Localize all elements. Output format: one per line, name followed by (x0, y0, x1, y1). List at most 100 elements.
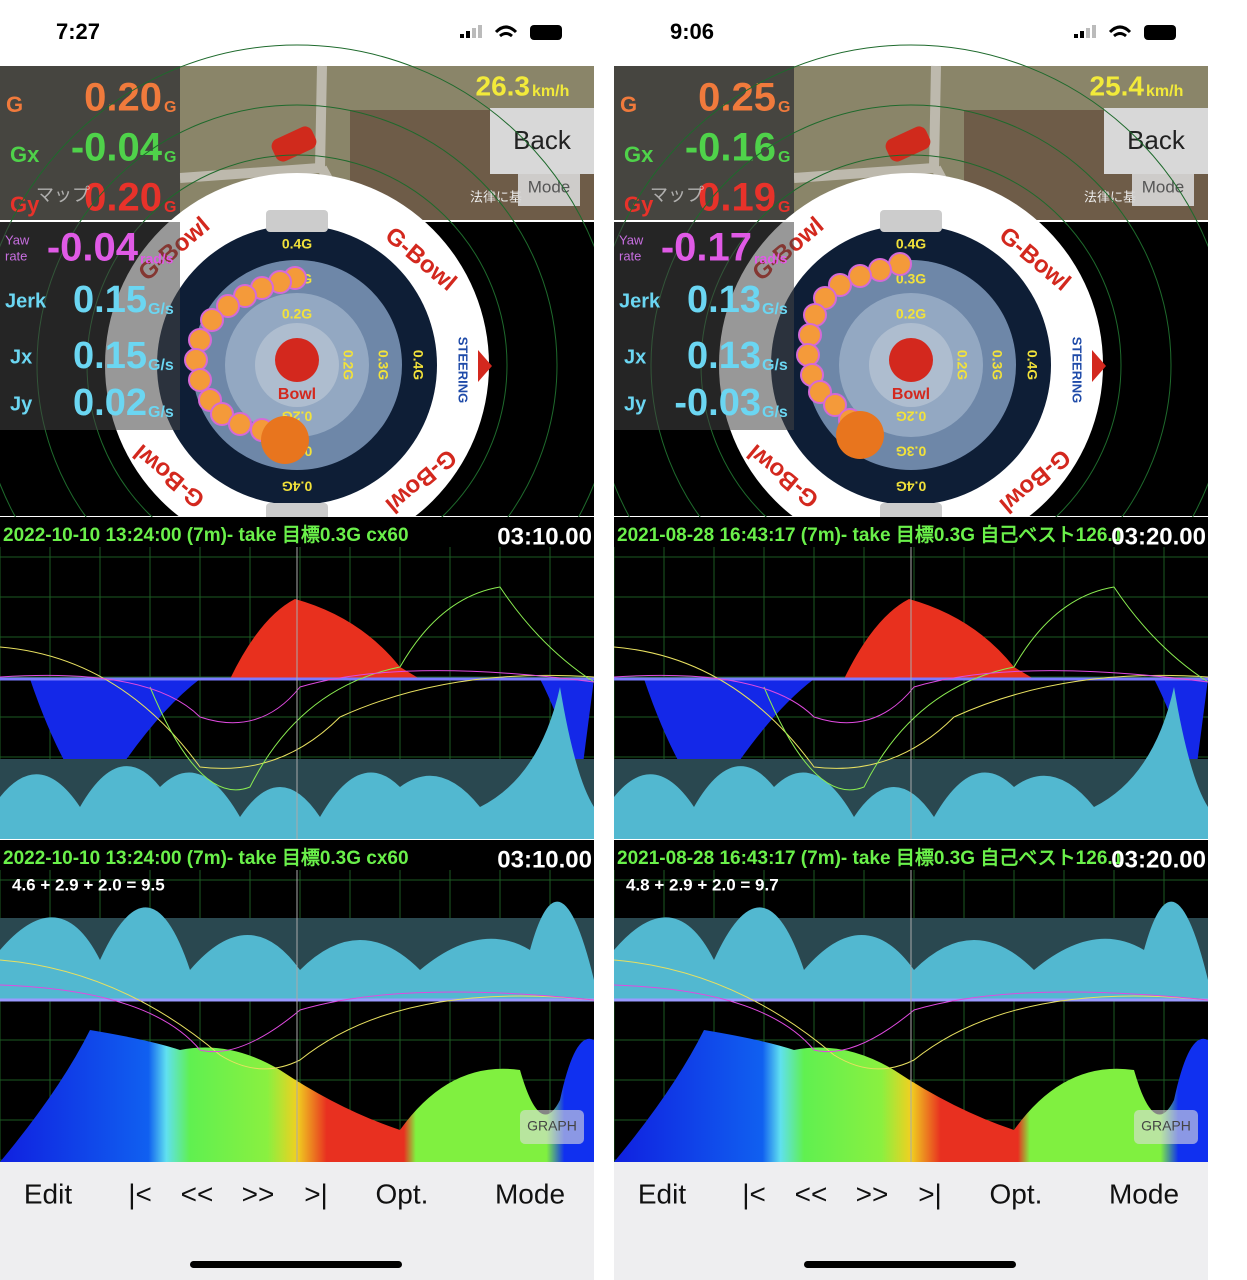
graph-button[interactable] (1134, 1110, 1198, 1144)
toolbar-button[interactable]: Mode (1109, 1178, 1179, 1209)
mode-button-label[interactable]: Mode (528, 177, 571, 196)
graph-header: 2021-08-28 16:43:17 (7m)- take 目標0.3G 自己… (617, 846, 1124, 869)
graph-button-label[interactable]: GRAPH (527, 1118, 577, 1134)
graph-time: 03:10.00 (497, 846, 592, 873)
yaw-label: rate (619, 248, 641, 263)
yaw-unit: rad/s (754, 251, 788, 267)
g-value: -0.16 (685, 126, 776, 170)
mode-button[interactable] (518, 174, 580, 206)
trail-dot (828, 273, 852, 297)
signal-bar (466, 31, 470, 38)
bowl-ring-label: 0.4G (282, 236, 312, 252)
g-unit: G (164, 149, 176, 166)
toolbar-button[interactable]: << (181, 1178, 214, 1209)
g-value: 0.19 (698, 176, 776, 220)
toolbar-button[interactable]: << (795, 1178, 828, 1209)
toolbar-button[interactable]: >| (304, 1178, 328, 1209)
trail-dot (188, 328, 212, 352)
graph-line (0, 646, 594, 769)
trail-dot (808, 380, 832, 404)
back-button-label[interactable]: Back (1127, 125, 1186, 155)
g-label: Gx (10, 142, 40, 167)
status-time: 7:27 (56, 19, 100, 44)
toolbar-button[interactable]: Edit (638, 1178, 686, 1209)
trail-dot (184, 348, 208, 372)
jerk-overlay (614, 222, 794, 430)
jerk-value: 0.13 (687, 279, 761, 321)
mode-button-label[interactable]: Mode (1142, 177, 1185, 196)
toolbar-button[interactable]: >> (856, 1178, 889, 1209)
jerk-unit: G/s (762, 404, 788, 421)
graph-area-cyan (0, 687, 594, 839)
toolbar-button[interactable]: Opt. (990, 1178, 1043, 1209)
bowl-ring-label: 0.2G (282, 306, 312, 322)
graph-button[interactable] (520, 1110, 584, 1144)
toolbar (0, 1162, 594, 1280)
toolbar-button[interactable]: |< (128, 1178, 152, 1209)
toolbar-button[interactable]: >> (242, 1178, 275, 1209)
trail-dot (216, 294, 240, 318)
trail-dot (803, 303, 827, 327)
signal-bar (1092, 25, 1096, 38)
signal-bar (472, 28, 476, 38)
graph-line (0, 984, 594, 1053)
jerk-label: Jx (624, 346, 646, 368)
handle[interactable] (880, 210, 942, 232)
graph-line (0, 670, 594, 724)
yaw-label: Yaw (619, 232, 644, 247)
mode-button[interactable] (1132, 174, 1194, 206)
map-label: マップ (36, 185, 90, 205)
battery (530, 25, 562, 40)
bowl-center-label: Bowl (278, 386, 316, 403)
back-button-label[interactable]: Back (513, 125, 572, 155)
steering-label: STEERING (1070, 337, 1085, 403)
bowl-ring-label: 0.4G (410, 350, 426, 380)
back-button[interactable] (1104, 108, 1208, 174)
bowl-ring-label: 0.2G (896, 306, 926, 322)
g-unit: G (778, 149, 790, 166)
handle[interactable] (266, 210, 328, 232)
graph-header: 2022-10-10 13:24:00 (7m)- take 目標0.3G cx… (3, 846, 409, 869)
trail-dot (188, 368, 212, 392)
bowl-ring-label: 0.3G (896, 443, 926, 459)
home-indicator (190, 1261, 402, 1268)
g-value: 0.20 (84, 76, 162, 120)
graph-area-cyan (614, 687, 1208, 839)
g-ball (836, 411, 884, 459)
graph-area-red (230, 599, 420, 679)
trail-dot (798, 323, 822, 347)
bowl-center-label: Bowl (892, 386, 930, 403)
toolbar-button[interactable]: >| (918, 1178, 942, 1209)
yaw-label: rate (5, 248, 27, 263)
jerk-value: -0.03 (674, 382, 761, 424)
signal-bar (1086, 28, 1090, 38)
readout-overlay (614, 66, 794, 220)
toolbar-button[interactable]: |< (742, 1178, 766, 1209)
graph-button-label[interactable]: GRAPH (1141, 1118, 1191, 1134)
back-button[interactable] (490, 108, 594, 174)
jerk-label: Jx (10, 346, 32, 368)
jerk-label: Jerk (619, 290, 661, 312)
toolbar-button[interactable]: Edit (24, 1178, 72, 1209)
speed-value: 26.3 (476, 70, 531, 101)
graph-area-cyan (0, 901, 594, 1000)
graph-header: 2021-08-28 16:43:17 (7m)- take 目標0.3G 自己… (617, 523, 1124, 546)
g-unit: G (778, 199, 790, 216)
car (271, 126, 317, 162)
jerk-unit: G/s (148, 357, 174, 374)
g-ball (261, 416, 309, 464)
trail-dot (210, 402, 234, 426)
signal-bar (460, 34, 464, 38)
graph-area-red (844, 599, 1034, 679)
toolbar-button[interactable]: Opt. (376, 1178, 429, 1209)
graph-time: 03:20.00 (1111, 846, 1206, 873)
graph-line (149, 586, 594, 791)
home-indicator (804, 1261, 1016, 1268)
graph-formula: 4.6 + 2.9 + 2.0 = 9.5 (12, 875, 165, 894)
bowl-ring-label: 0.3G (375, 350, 391, 380)
yaw-label: Yaw (5, 232, 30, 247)
trail-dot (888, 252, 912, 276)
bowl-ring-label: 0.3G (989, 350, 1005, 380)
toolbar-button[interactable]: Mode (495, 1178, 565, 1209)
